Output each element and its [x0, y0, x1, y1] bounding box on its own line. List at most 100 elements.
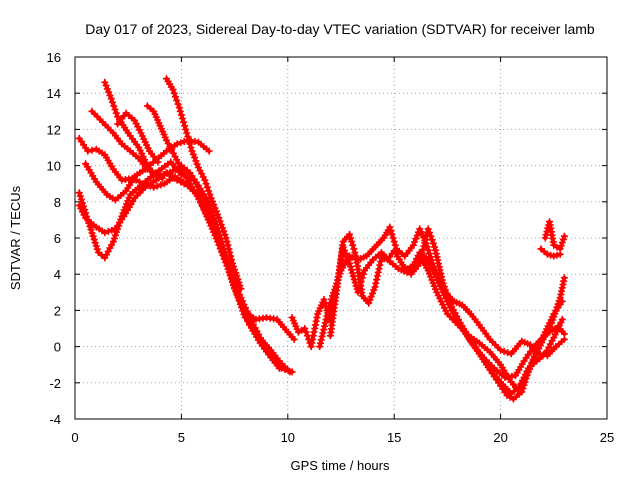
data-point-marker — [437, 269, 445, 277]
data-point-marker — [210, 201, 218, 209]
data-point-marker — [112, 109, 120, 117]
data-point-marker — [230, 277, 237, 285]
data-point-marker — [136, 178, 143, 186]
data-point-marker — [288, 368, 296, 376]
data-point-marker — [170, 89, 178, 97]
data-point-marker — [103, 85, 111, 93]
data-point-marker — [77, 205, 85, 213]
data-point-marker — [391, 241, 399, 249]
data-point-marker — [359, 270, 367, 278]
data-point-marker — [412, 235, 420, 243]
data-point-marker — [153, 182, 161, 190]
data-point-marker — [109, 98, 116, 106]
series-track-15 — [541, 218, 568, 253]
y-axis-label: SDTVAR / TECUs — [8, 185, 23, 290]
data-point-marker — [206, 191, 214, 199]
series-track-14 — [441, 288, 568, 360]
data-point-marker — [553, 251, 561, 259]
data-point-marker — [347, 266, 355, 274]
series-track-13 — [401, 249, 568, 381]
data-point-marker — [102, 82, 110, 90]
data-point-marker — [227, 267, 235, 275]
data-point-marker — [225, 245, 233, 253]
data-point-marker — [227, 252, 235, 260]
data-point-marker — [347, 234, 355, 242]
data-point-marker — [88, 229, 96, 237]
data-point-marker — [281, 366, 289, 373]
data-point-marker — [139, 180, 147, 188]
data-point-marker — [226, 264, 234, 272]
data-point-marker — [105, 88, 113, 96]
data-point-marker — [409, 241, 417, 249]
data-point-marker — [542, 231, 550, 239]
data-point-marker — [88, 146, 96, 154]
data-point-marker — [388, 230, 396, 238]
data-point-marker — [171, 93, 179, 101]
data-point-marker — [547, 251, 555, 259]
data-point-marker — [205, 147, 213, 155]
data-point-marker — [223, 238, 231, 246]
x-tick-label: 15 — [387, 430, 401, 445]
series-track-5 — [88, 107, 283, 372]
data-point-marker — [556, 250, 564, 258]
data-point-marker — [323, 312, 331, 320]
data-point-marker — [347, 263, 354, 271]
data-point-marker — [221, 231, 229, 239]
data-point-marker — [152, 173, 160, 180]
data-point-marker — [411, 238, 419, 246]
data-point-marker — [233, 287, 241, 294]
data-point-marker — [303, 332, 311, 340]
data-point-marker — [376, 261, 384, 269]
data-point-marker — [321, 319, 329, 327]
data-point-marker — [426, 253, 434, 261]
data-point-marker — [110, 102, 118, 110]
y-tick-label: 8 — [54, 195, 61, 210]
data-point-marker — [180, 138, 188, 145]
data-point-marker — [177, 111, 185, 119]
data-point-marker — [232, 283, 240, 291]
data-point-marker — [173, 140, 181, 148]
data-point-marker — [92, 242, 100, 250]
data-point-marker — [350, 245, 358, 253]
data-point-marker — [416, 259, 424, 267]
data-point-marker — [205, 187, 213, 195]
data-point-marker — [518, 388, 526, 396]
data-point-marker — [233, 272, 241, 280]
y-tick-label: 6 — [54, 231, 61, 246]
data-point-marker — [427, 232, 435, 240]
data-point-marker — [386, 223, 394, 231]
data-point-marker — [229, 274, 236, 282]
data-point-marker — [285, 367, 292, 375]
data-point-marker — [84, 147, 92, 155]
data-point-marker — [550, 252, 558, 260]
data-point-marker — [230, 263, 237, 270]
data-point-marker — [424, 225, 432, 233]
data-point-marker — [173, 176, 181, 184]
data-point-marker — [504, 349, 512, 357]
data-point-marker — [348, 238, 356, 246]
data-point-marker — [75, 189, 83, 197]
data-point-marker — [346, 230, 353, 238]
data-point-marker — [189, 150, 197, 158]
data-point-marker — [224, 241, 232, 249]
data-point-marker — [217, 221, 225, 229]
y-tick-label: 10 — [47, 159, 61, 174]
data-point-marker — [560, 335, 568, 343]
data-point-marker — [91, 239, 99, 247]
series-track-8 — [143, 102, 213, 224]
data-point-marker — [367, 293, 375, 301]
x-tick-label: 0 — [71, 430, 78, 445]
data-point-marker — [89, 232, 97, 240]
series-track-16 — [537, 245, 564, 260]
data-point-marker — [104, 227, 112, 235]
data-point-marker — [179, 115, 186, 122]
data-point-marker — [106, 91, 114, 99]
data-point-marker — [158, 174, 166, 182]
data-point-marker — [108, 226, 116, 234]
data-point-marker — [559, 235, 567, 243]
data-point-marker — [184, 133, 192, 141]
data-point-marker — [497, 346, 505, 354]
data-point-marker — [560, 232, 568, 240]
data-point-marker — [372, 279, 380, 287]
